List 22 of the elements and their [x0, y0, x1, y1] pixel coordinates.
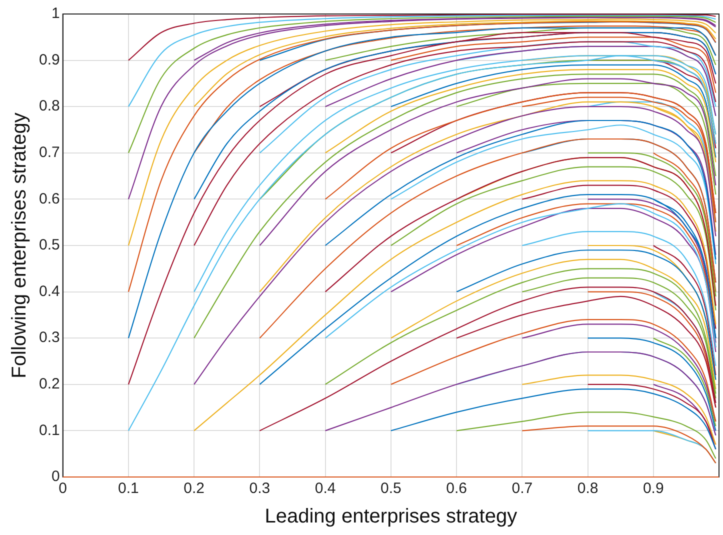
y-axis-title: Following enterprises strategy	[8, 112, 31, 378]
x-axis-title: Leading enterprises strategy	[264, 506, 518, 528]
y-tick-label: 0.7	[38, 144, 60, 162]
y-tick-label: 0.3	[38, 329, 60, 346]
x-tick-label: 0.9	[642, 480, 664, 498]
x-tick-label: 0.3	[249, 480, 270, 498]
y-tick-label: 0	[52, 468, 60, 486]
y-tick-label: 0.8	[38, 98, 60, 115]
y-tick-label: 0.6	[38, 190, 60, 208]
x-tick-label: 0.8	[577, 480, 598, 498]
y-tick-label: 0.5	[38, 236, 60, 254]
y-tick-label: 0.4	[38, 282, 60, 300]
x-tick-label: 0.6	[446, 480, 467, 498]
x-tick-label: 0.5	[380, 480, 402, 498]
y-tick-label: 0.9	[38, 51, 60, 68]
x-tick-label: 0.4	[314, 480, 336, 498]
y-tick-label: 1	[52, 5, 60, 22]
x-tick-label: 0.2	[184, 480, 205, 498]
y-tick-label: 0.2	[38, 376, 60, 393]
y-tick-label: 0.1	[38, 422, 60, 439]
x-tick-label: 0.7	[512, 480, 533, 498]
x-tick-label: 0.1	[118, 480, 139, 498]
